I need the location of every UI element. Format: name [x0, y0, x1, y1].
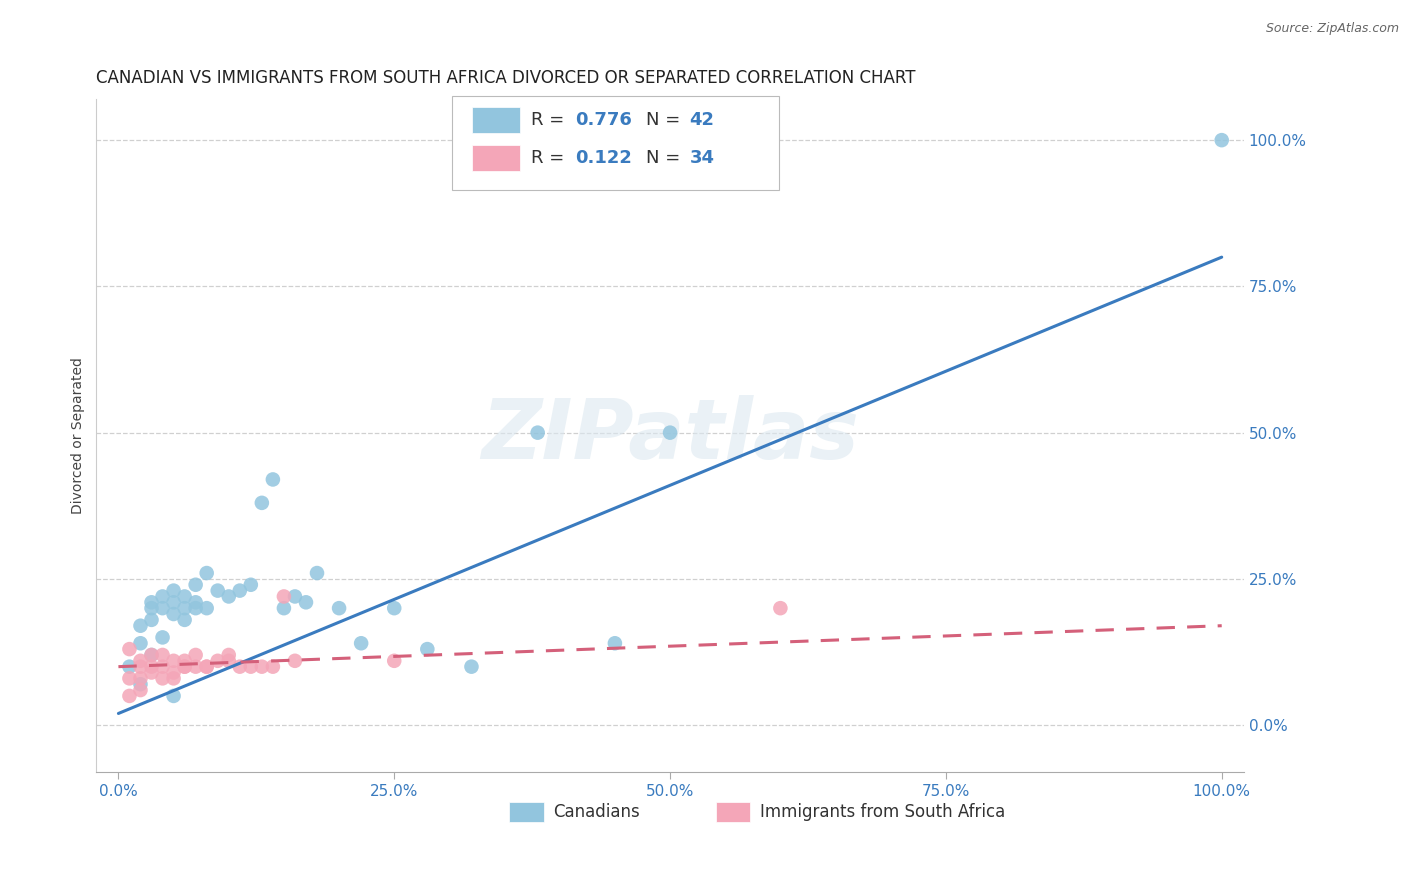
Bar — [471, 107, 520, 133]
Point — [141, 665, 163, 680]
Point — [173, 659, 195, 673]
Point — [129, 654, 152, 668]
Point — [295, 595, 318, 609]
Point — [141, 595, 163, 609]
Point — [250, 659, 273, 673]
Text: Immigrants from South Africa: Immigrants from South Africa — [759, 804, 1005, 822]
Point — [118, 659, 141, 673]
Point — [162, 595, 184, 609]
Text: N =: N = — [645, 149, 686, 167]
Point — [239, 659, 262, 673]
Point — [229, 583, 252, 598]
Text: Canadians: Canadians — [553, 804, 640, 822]
Point — [162, 665, 184, 680]
Bar — [471, 145, 520, 170]
Text: ZIPatlas: ZIPatlas — [481, 395, 859, 476]
Point — [129, 659, 152, 673]
Text: 0.122: 0.122 — [575, 149, 631, 167]
Point — [250, 496, 273, 510]
Point — [328, 601, 350, 615]
Point — [382, 601, 405, 615]
Point — [769, 601, 792, 615]
Point — [129, 683, 152, 698]
Point — [218, 648, 240, 662]
Point — [262, 473, 284, 487]
Point — [162, 689, 184, 703]
Point — [162, 583, 184, 598]
Text: 42: 42 — [689, 111, 714, 129]
Point — [218, 654, 240, 668]
Point — [350, 636, 373, 650]
Point — [195, 659, 218, 673]
Point — [141, 648, 163, 662]
Text: 34: 34 — [689, 149, 714, 167]
Point — [173, 654, 195, 668]
Point — [273, 590, 295, 604]
Point — [152, 601, 174, 615]
Y-axis label: Divorced or Separated: Divorced or Separated — [72, 357, 86, 514]
Point — [195, 566, 218, 580]
Point — [129, 618, 152, 632]
Point — [526, 425, 548, 440]
Text: Source: ZipAtlas.com: Source: ZipAtlas.com — [1265, 22, 1399, 36]
Point — [184, 595, 207, 609]
FancyBboxPatch shape — [453, 95, 779, 190]
Point — [118, 689, 141, 703]
Point — [305, 566, 328, 580]
Point — [152, 659, 174, 673]
Point — [284, 590, 307, 604]
Point — [129, 636, 152, 650]
Text: R =: R = — [531, 149, 571, 167]
Point — [129, 677, 152, 691]
Point — [152, 671, 174, 685]
Point — [416, 642, 439, 657]
Point — [141, 613, 163, 627]
Point — [603, 636, 626, 650]
Point — [141, 659, 163, 673]
Point — [118, 642, 141, 657]
Point — [162, 654, 184, 668]
Point — [460, 659, 482, 673]
Point — [239, 578, 262, 592]
Point — [173, 590, 195, 604]
Bar — [509, 802, 544, 822]
Point — [173, 601, 195, 615]
Point — [184, 601, 207, 615]
Point — [129, 671, 152, 685]
Text: CANADIAN VS IMMIGRANTS FROM SOUTH AFRICA DIVORCED OR SEPARATED CORRELATION CHART: CANADIAN VS IMMIGRANTS FROM SOUTH AFRICA… — [97, 69, 915, 87]
Point — [218, 590, 240, 604]
Point — [207, 583, 229, 598]
Point — [141, 601, 163, 615]
Point — [659, 425, 682, 440]
Point — [195, 659, 218, 673]
Point — [173, 659, 195, 673]
Text: N =: N = — [645, 111, 686, 129]
Bar — [716, 802, 751, 822]
Point — [1211, 133, 1233, 147]
Point — [141, 648, 163, 662]
Point — [207, 654, 229, 668]
Point — [173, 613, 195, 627]
Point — [152, 590, 174, 604]
Point — [262, 659, 284, 673]
Point — [284, 654, 307, 668]
Text: R =: R = — [531, 111, 571, 129]
Point — [184, 648, 207, 662]
Point — [382, 654, 405, 668]
Point — [152, 631, 174, 645]
Point — [162, 607, 184, 621]
Point — [118, 671, 141, 685]
Text: 0.776: 0.776 — [575, 111, 631, 129]
Point — [273, 601, 295, 615]
Point — [162, 671, 184, 685]
Point — [152, 648, 174, 662]
Point — [184, 578, 207, 592]
Point — [184, 659, 207, 673]
Point — [229, 659, 252, 673]
Point — [195, 601, 218, 615]
